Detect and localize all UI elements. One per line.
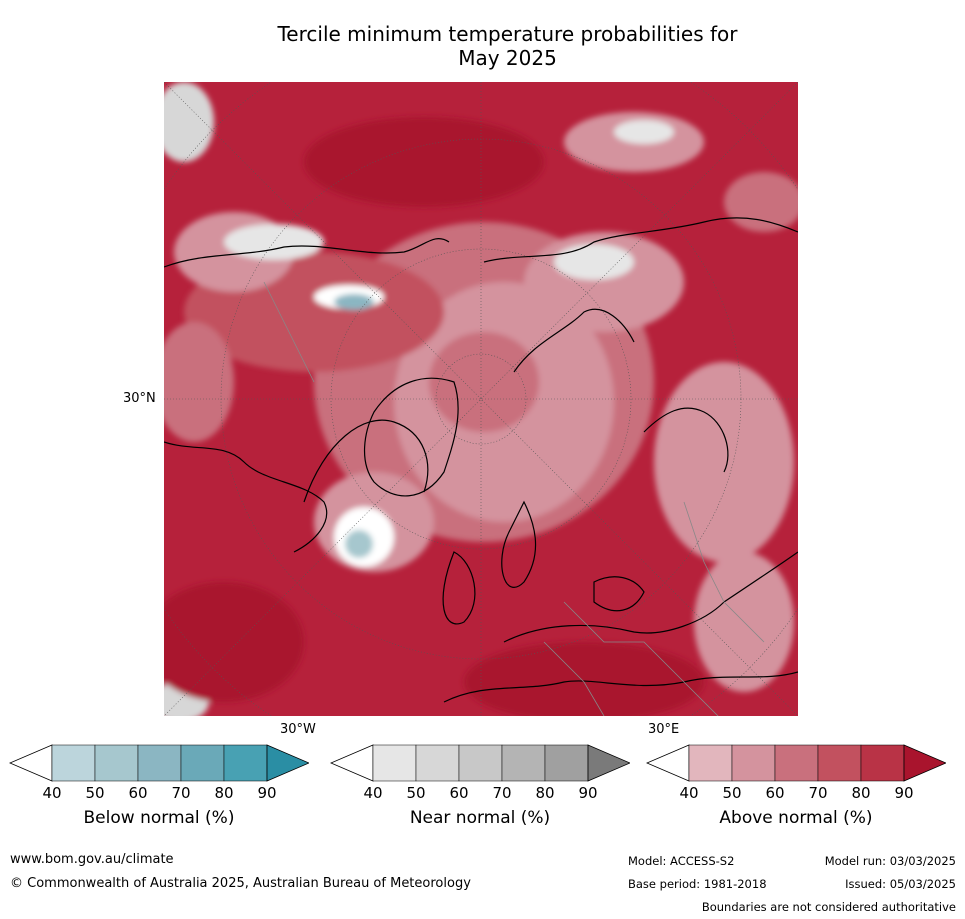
probability-map [164, 82, 798, 716]
footer-issued: Issued: 05/03/2025 [845, 877, 956, 891]
colorbar-extend-high [587, 744, 632, 782]
probability-patches [164, 82, 798, 716]
title-line-2: May 2025 [458, 46, 557, 70]
colorbar-swatch [180, 744, 225, 782]
colorbar-tick-label: 90 [894, 784, 914, 802]
colorbar-swatch [223, 744, 268, 782]
footer-base-period: Base period: 1981-2018 [628, 877, 767, 891]
colorbar-swatch [731, 744, 776, 782]
title-line-1: Tercile minimum temperature probabilitie… [277, 22, 738, 46]
label-30e: 30°E [648, 722, 680, 737]
colorbar-swatch [51, 744, 96, 782]
colorbar-swatch [817, 744, 862, 782]
colorbar-extend-high [903, 744, 948, 782]
colorbar-tick-label: 70 [808, 784, 828, 802]
country-borders [263, 281, 765, 716]
colorbar-swatch [94, 744, 139, 782]
label-30w: 30°W [280, 722, 316, 737]
colorbar-tick-label: 60 [765, 784, 785, 802]
colorbar-tick-label: 80 [535, 784, 555, 802]
colorbar-extend-low [8, 744, 53, 782]
colorbar-tick-label: 50 [406, 784, 426, 802]
colorbar-swatch [774, 744, 819, 782]
colorbar-near-caption: Near normal (%) [409, 808, 551, 828]
colorbar-tick-label: 40 [363, 784, 383, 802]
graticule [164, 82, 798, 716]
colorbar-below-swatches [8, 744, 311, 782]
colorbar-below-caption: Below normal (%) [83, 808, 235, 828]
colorbar-swatch [860, 744, 905, 782]
colorbar-swatch [458, 744, 503, 782]
footer-copyright: © Commonwealth of Australia 2025, Austra… [10, 876, 471, 891]
colorbar-swatch [137, 744, 182, 782]
colorbar-swatch [372, 744, 417, 782]
colorbar-tick-label: 60 [449, 784, 469, 802]
colorbar-above-caption: Above normal (%) [719, 808, 873, 828]
colorbar-tick-label: 40 [42, 784, 62, 802]
colorbar-tick-label: 40 [679, 784, 699, 802]
colorbar-tick-label: 80 [214, 784, 234, 802]
colorbar-tick-label: 70 [171, 784, 191, 802]
colorbar-swatch [544, 744, 589, 782]
colorbar-tick-label: 90 [257, 784, 277, 802]
label-30n: 30°N [123, 391, 156, 406]
colorbar-below-normal: 40 50 60 70 80 90 Below normal (%) [8, 744, 311, 834]
footer-model-run: Model run: 03/03/2025 [824, 854, 956, 868]
colorbar-swatch [688, 744, 733, 782]
colorbar-swatch [415, 744, 460, 782]
footer-url[interactable]: www.bom.gov.au/climate [10, 852, 174, 867]
footer-disclaimer: Boundaries are not considered authoritat… [701, 900, 956, 914]
map-svg [164, 82, 798, 716]
colorbar-extend-low [645, 744, 690, 782]
colorbar-tick-label: 60 [128, 784, 148, 802]
colorbar-extend-low [329, 744, 374, 782]
map-title: Tercile minimum temperature probabilitie… [165, 22, 850, 70]
coastlines [164, 217, 798, 703]
colorbar-tick-label: 80 [851, 784, 871, 802]
colorbar-above-swatches [645, 744, 948, 782]
colorbar-tick-label: 50 [722, 784, 742, 802]
colorbar-tick-label: 70 [492, 784, 512, 802]
colorbar-swatch [501, 744, 546, 782]
colorbar-near-normal: 40 50 60 70 80 90 Near normal (%) [329, 744, 632, 834]
colorbar-tick-label: 50 [85, 784, 105, 802]
colorbar-above-normal: 40 50 60 70 80 90 Above normal (%) [645, 744, 948, 834]
colorbar-tick-label: 90 [578, 784, 598, 802]
colorbar-near-swatches [329, 744, 632, 782]
colorbar-extend-high [266, 744, 311, 782]
footer-model: Model: ACCESS-S2 [628, 854, 735, 868]
